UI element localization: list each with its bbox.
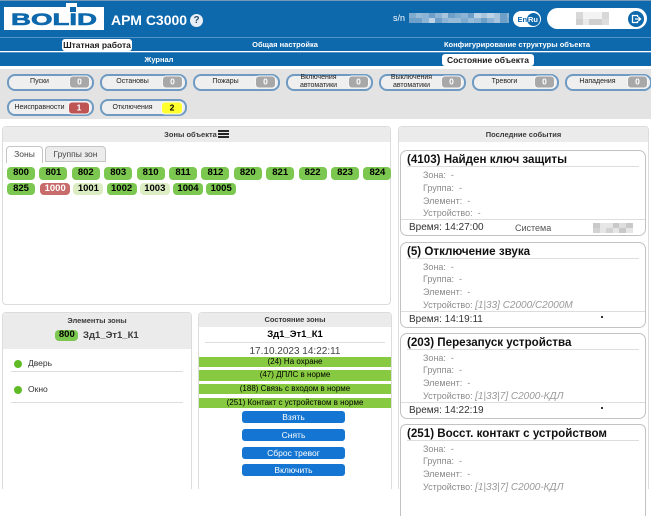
svg-text:BOLID: BOLID [11,10,97,29]
